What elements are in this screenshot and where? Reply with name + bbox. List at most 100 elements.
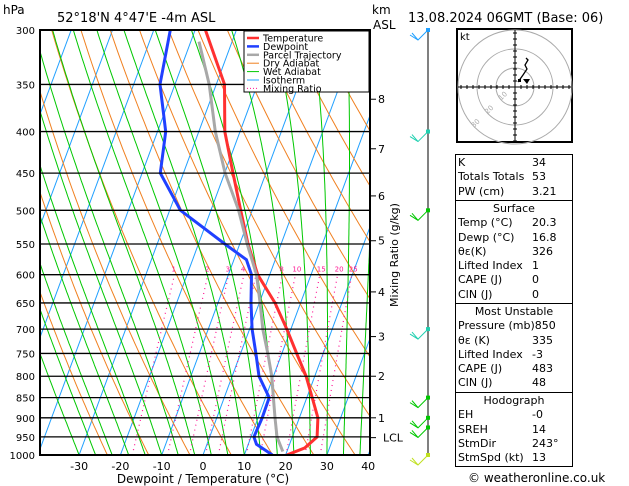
table-row: Temp (°C) 20.3 — [458, 216, 570, 230]
table-row: Lifted Index -3 — [458, 348, 570, 362]
hpa-label: hPa — [3, 3, 25, 17]
mixing-ratio-line — [319, 274, 353, 455]
dry-adiabat-line — [40, 89, 191, 455]
legend-label: Dry Adiabat — [263, 59, 320, 70]
row-label: Dewp (°C) — [458, 230, 515, 244]
table-row: PW (cm) 3.21 — [458, 185, 570, 199]
mixing-ratio-label: 8 — [279, 266, 283, 274]
legend-label: Isotherm — [263, 76, 305, 87]
dry-adiabat-line — [285, 30, 370, 187]
wind-barb-flag — [411, 212, 419, 221]
pressure-tick-label: 850 — [16, 394, 35, 405]
wind-barb — [409, 209, 429, 221]
mixing-ratio-label: 25 — [349, 266, 358, 274]
km-tick-label: 7 — [378, 143, 385, 156]
table-row: CAPE (J) 0 — [458, 273, 570, 287]
row-label: SREH — [458, 422, 488, 436]
wind-barb — [409, 328, 429, 340]
row-value: 335 — [532, 333, 553, 347]
row-value: 483 — [532, 362, 553, 376]
row-label: θε(K) — [458, 244, 487, 258]
pressure-tick-label: 950 — [16, 433, 35, 444]
table-row: CIN (J) 0 — [458, 288, 570, 302]
dry-adiabat-line — [226, 30, 370, 300]
row-value: 53 — [532, 170, 546, 184]
mixing-ratio-label: 3 — [226, 266, 230, 274]
location-title: 52°18'N 4°47'E -4m ASL — [57, 11, 216, 26]
row-value: 0 — [532, 287, 539, 301]
legend-label: Parcel Trajectory — [263, 50, 342, 61]
wet-adiabat-line — [40, 214, 130, 455]
wet-adiabat-line — [40, 163, 146, 455]
row-label: StmSpd (kt) — [458, 451, 524, 465]
km-tick-label: LCL — [383, 432, 404, 445]
asl-label: ASL — [373, 18, 396, 32]
x-tick-label: 40 — [361, 460, 375, 473]
row-label: Temp (°C) — [458, 216, 513, 230]
hodograph-ring-label: 30 — [470, 117, 482, 129]
table-row: Totals Totals 53 — [458, 170, 570, 184]
km-tick-label: 4 — [378, 286, 385, 299]
table-heading: Hodograph — [483, 394, 545, 407]
row-label: EH — [458, 408, 474, 422]
isotherm-line — [40, 30, 196, 451]
pressure-tick-label: 450 — [16, 169, 35, 180]
row-label: CIN (J) — [458, 287, 493, 301]
wind-barb — [409, 131, 429, 143]
wet-adiabat-line — [342, 30, 350, 455]
isotherm-line — [119, 30, 279, 455]
wind-barb-flag — [411, 400, 419, 408]
pressure-tick-label: 900 — [16, 414, 35, 425]
hodograph-ring-label: 20 — [483, 104, 495, 116]
wind-barb — [409, 427, 429, 439]
surface-table: Surface Temp (°C) 20.3 Dewp (°C) 16.8 θε(K) 32… — [455, 200, 573, 305]
wind-barb-flag — [411, 331, 419, 340]
pressure-tick-label: 550 — [16, 240, 35, 251]
wind-barb-flag — [411, 430, 419, 438]
legend-label: Wet Adiabat — [263, 67, 321, 78]
table-heading: Most Unstable — [474, 305, 554, 318]
x-tick-label: -30 — [70, 460, 88, 473]
pressure-tick-label: 400 — [16, 128, 35, 139]
row-value: 326 — [532, 244, 553, 258]
mixing-ratio-axis-label: Mixing Ratio (g/kg) — [388, 203, 401, 307]
row-label: CIN (J) — [458, 376, 493, 390]
dry-adiabat-line — [40, 190, 150, 455]
row-label: CAPE (J) — [458, 273, 503, 287]
wet-adiabat-line — [123, 30, 245, 455]
row-label: Pressure (mb) — [458, 319, 535, 333]
row-value: 20.3 — [532, 216, 557, 230]
km-tick-label: 1 — [378, 412, 385, 425]
row-label: CAPE (J) — [458, 362, 503, 376]
pressure-tick-label: 750 — [16, 349, 35, 360]
dry-adiabat-line — [80, 30, 274, 455]
plot-frame — [39, 29, 371, 456]
table-row: Pressure (mb) 850 — [458, 319, 570, 333]
row-value: 850 — [534, 319, 556, 333]
legend-label: Dewpoint — [263, 42, 308, 53]
mixing-ratio-label: 2 — [205, 266, 209, 274]
wet-adiabat-line — [231, 30, 295, 455]
wind-barb — [409, 397, 429, 409]
wet-adiabat-line — [40, 352, 80, 455]
x-tick-label: 20 — [279, 460, 293, 473]
isotherm-line — [161, 30, 320, 455]
row-label: PW (cm) — [458, 184, 505, 198]
km-label: km — [372, 3, 391, 17]
mixing-ratio-label: 1 — [172, 266, 176, 274]
table-row: K 34 — [458, 156, 570, 170]
row-value: 34 — [532, 156, 546, 169]
row-label: Lifted Index — [458, 347, 523, 361]
isotherm-line — [40, 30, 155, 339]
table-row: θε(K) 326 — [458, 245, 570, 259]
datetime-title: 13.08.2024 06GMT (Base: 06) — [408, 11, 603, 26]
hodo-table-table: Hodograph EH -0 SREH 14 StmDir 243° StmSpd (kt)… — [455, 392, 573, 468]
km-tick-label: 3 — [378, 331, 385, 344]
wet-adiabat-line — [72, 30, 212, 455]
km-tick-label: 2 — [378, 370, 385, 383]
isotherm-line — [40, 30, 72, 116]
wet-adiabat-line — [96, 30, 229, 455]
